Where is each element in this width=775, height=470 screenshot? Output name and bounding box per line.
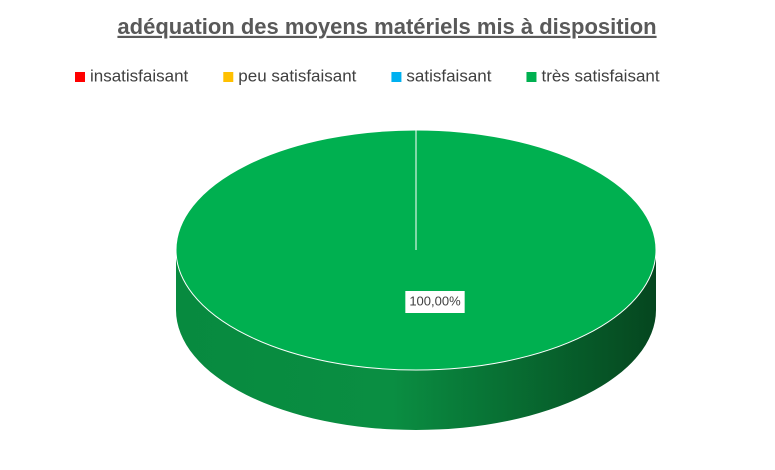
legend-swatch [391, 72, 402, 82]
data-label: 100,00% [409, 293, 461, 308]
pie: 100,00% [175, 129, 657, 430]
legend-swatch [526, 72, 537, 82]
legend-label: satisfaisant [406, 66, 491, 85]
legend-label: très satisfaisant [541, 66, 659, 85]
chart-title: adéquation des moyens matériels mis à di… [117, 14, 656, 39]
legend-label: insatisfaisant [90, 66, 189, 85]
data-label-box [405, 291, 465, 313]
legend-swatch [75, 72, 85, 82]
legend-label: peu satisfaisant [238, 66, 356, 85]
legend: insatisfaisant peu satisfaisant satisfaisa… [75, 66, 660, 85]
legend-swatch [223, 72, 234, 82]
slice-side [176, 250, 656, 430]
